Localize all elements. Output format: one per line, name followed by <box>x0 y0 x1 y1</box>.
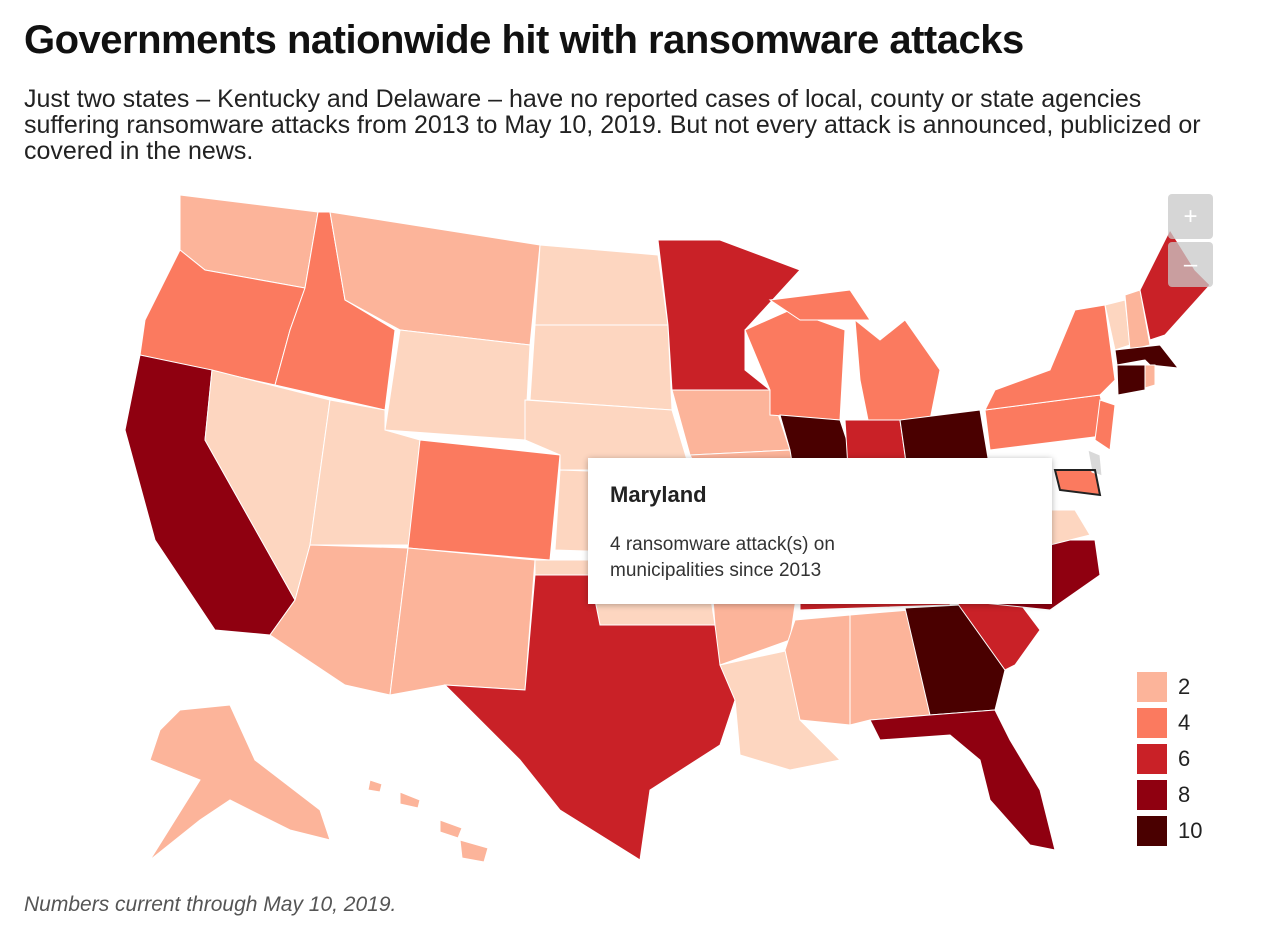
subtitle: Just two states – Kentucky and Delaware … <box>24 85 1201 165</box>
legend-swatch <box>1137 816 1167 846</box>
legend-label: 4 <box>1178 710 1190 735</box>
zoom-in[interactable]: + <box>1168 194 1213 239</box>
title: Governments nationwide hit with ransomwa… <box>24 18 1024 62</box>
zoom-out[interactable]: – <box>1168 242 1213 287</box>
tooltip-text: 4 ransomware attack(s) on municipalities… <box>610 534 835 581</box>
state <box>1094 399 1116 451</box>
state <box>768 289 871 321</box>
state-highlight <box>1053 469 1102 497</box>
state <box>854 318 941 431</box>
footnote: Numbers current through May 10, 2019. <box>24 893 397 916</box>
state <box>784 614 851 726</box>
state <box>904 604 1006 716</box>
state <box>443 574 736 861</box>
state <box>869 709 1056 851</box>
state <box>1116 364 1146 396</box>
legend-label: 6 <box>1178 746 1190 771</box>
legend-swatch <box>1137 780 1167 810</box>
state <box>534 244 669 326</box>
legend-swatch <box>1137 672 1167 702</box>
legend-swatch <box>1137 744 1167 774</box>
legend-swatch <box>1137 708 1167 738</box>
tooltip: Maryland 4 ransomware attack(s) on munic… <box>588 458 1052 604</box>
state <box>399 791 421 809</box>
state <box>384 329 531 441</box>
state <box>439 819 463 839</box>
legend-label: 2 <box>1178 674 1190 699</box>
state <box>984 304 1116 411</box>
state <box>459 839 489 863</box>
state <box>149 704 331 861</box>
legend-label: 10 <box>1178 818 1202 843</box>
state <box>657 239 801 391</box>
state <box>367 779 383 793</box>
legend: 2 4 6 8 10 <box>1137 672 1202 846</box>
state <box>1144 364 1156 389</box>
state <box>1087 449 1103 477</box>
state <box>407 439 561 561</box>
tooltip-title: Maryland <box>610 482 707 507</box>
state <box>389 547 536 696</box>
state <box>529 324 673 411</box>
legend-label: 8 <box>1178 782 1190 807</box>
state <box>1124 289 1151 351</box>
